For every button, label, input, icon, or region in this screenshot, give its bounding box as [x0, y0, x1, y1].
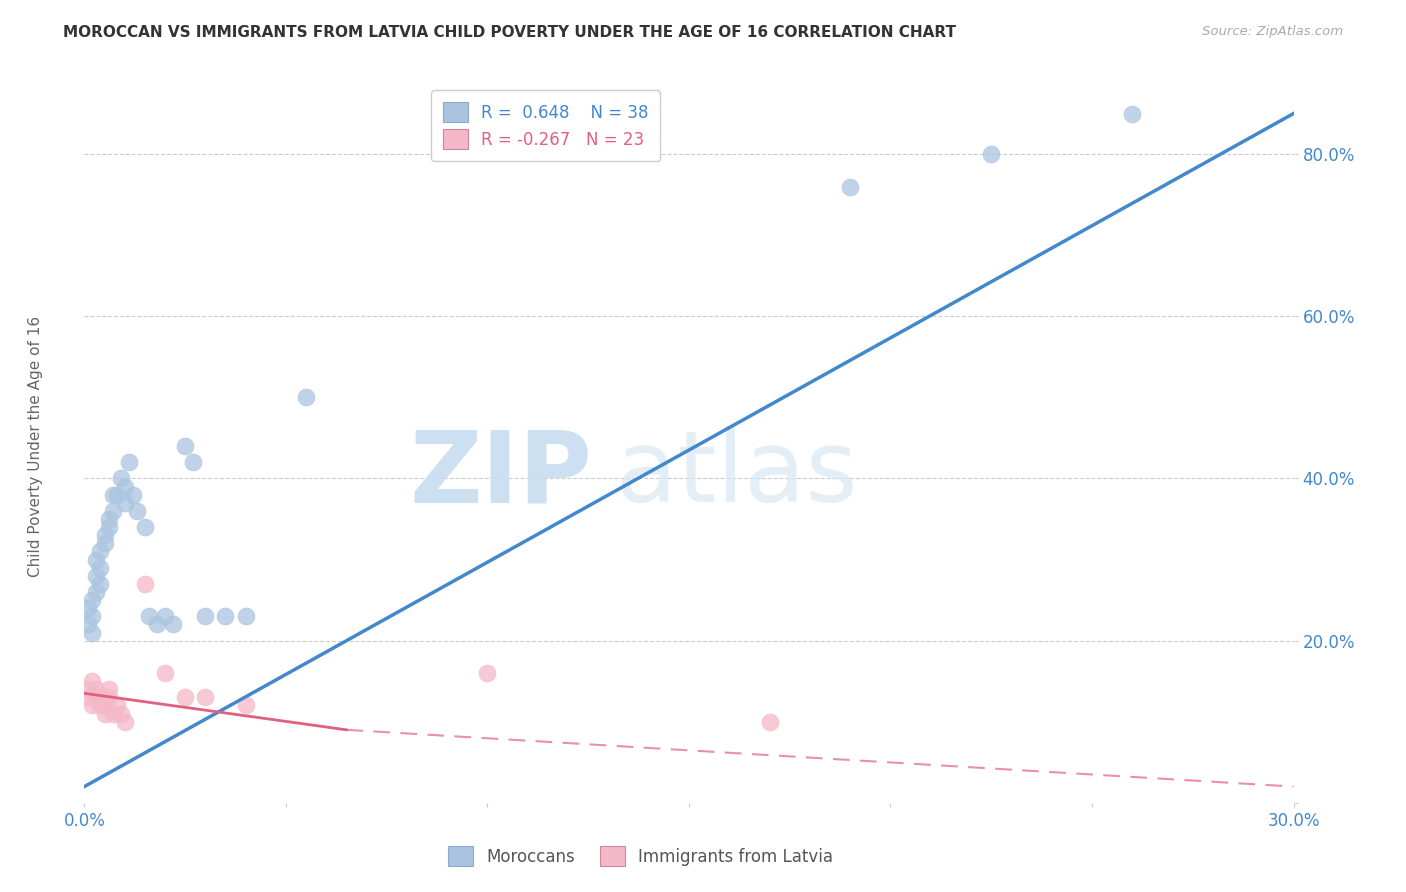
- Point: [86, 585, 108, 599]
- Text: Child Poverty Under the Age of 16: Child Poverty Under the Age of 16: [28, 316, 42, 576]
- Point: [134, 577, 156, 591]
- Point: [174, 690, 197, 705]
- Point: [181, 455, 204, 469]
- Point: [980, 147, 1002, 161]
- Point: [153, 609, 176, 624]
- Point: [194, 690, 217, 705]
- Point: [82, 609, 104, 624]
- Point: [82, 625, 104, 640]
- Point: [77, 617, 100, 632]
- Text: Source: ZipAtlas.com: Source: ZipAtlas.com: [1202, 25, 1343, 38]
- Point: [89, 690, 111, 705]
- Point: [105, 488, 128, 502]
- Text: ZIP: ZIP: [409, 426, 592, 523]
- Text: atlas: atlas: [616, 426, 858, 523]
- Point: [110, 706, 132, 721]
- Point: [82, 698, 104, 713]
- Point: [101, 706, 124, 721]
- Point: [125, 504, 148, 518]
- Point: [93, 528, 115, 542]
- Point: [97, 512, 120, 526]
- Point: [77, 690, 100, 705]
- Point: [153, 666, 176, 681]
- Point: [89, 577, 111, 591]
- Point: [477, 666, 499, 681]
- Point: [121, 488, 143, 502]
- Point: [89, 698, 111, 713]
- Point: [101, 504, 124, 518]
- Point: [97, 690, 120, 705]
- Point: [86, 690, 108, 705]
- Point: [82, 674, 104, 689]
- Point: [162, 617, 184, 632]
- Point: [138, 609, 160, 624]
- Point: [114, 479, 136, 493]
- Point: [86, 552, 108, 566]
- Point: [93, 706, 115, 721]
- Point: [174, 439, 197, 453]
- Point: [134, 520, 156, 534]
- Point: [86, 568, 108, 582]
- Point: [97, 682, 120, 697]
- Point: [86, 682, 108, 697]
- Point: [89, 560, 111, 574]
- Point: [235, 609, 257, 624]
- Point: [214, 609, 236, 624]
- Point: [110, 471, 132, 485]
- Point: [114, 714, 136, 729]
- Point: [89, 544, 111, 558]
- Point: [295, 390, 318, 404]
- Point: [93, 536, 115, 550]
- Legend: Moroccans, Immigrants from Latvia: Moroccans, Immigrants from Latvia: [441, 839, 839, 873]
- Point: [77, 682, 100, 697]
- Point: [839, 179, 862, 194]
- Point: [93, 698, 115, 713]
- Point: [1121, 106, 1143, 120]
- Point: [235, 698, 257, 713]
- Text: MOROCCAN VS IMMIGRANTS FROM LATVIA CHILD POVERTY UNDER THE AGE OF 16 CORRELATION: MOROCCAN VS IMMIGRANTS FROM LATVIA CHILD…: [63, 25, 956, 40]
- Point: [97, 520, 120, 534]
- Point: [82, 593, 104, 607]
- Point: [758, 714, 780, 729]
- Point: [101, 488, 124, 502]
- Point: [146, 617, 169, 632]
- Point: [118, 455, 141, 469]
- Point: [77, 601, 100, 615]
- Point: [105, 698, 128, 713]
- Point: [114, 496, 136, 510]
- Point: [194, 609, 217, 624]
